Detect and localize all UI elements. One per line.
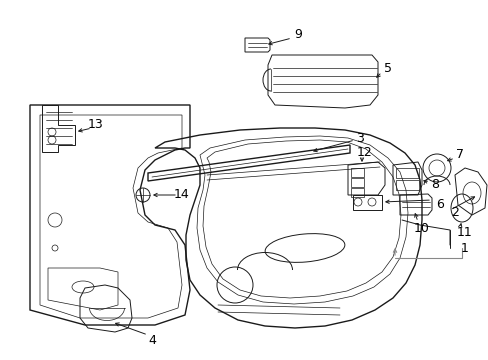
Text: 12: 12 [356, 145, 372, 158]
Text: 4: 4 [148, 333, 156, 346]
Text: 2: 2 [450, 206, 458, 219]
Text: 11: 11 [456, 225, 472, 238]
Text: 5: 5 [383, 62, 391, 75]
Text: 14: 14 [174, 188, 189, 201]
Text: 10: 10 [413, 221, 429, 234]
Text: 8: 8 [430, 177, 438, 190]
Text: 1: 1 [460, 242, 468, 255]
Text: 7: 7 [455, 148, 463, 162]
Text: 6: 6 [435, 198, 443, 211]
Text: 3: 3 [355, 131, 363, 144]
Text: 13: 13 [88, 117, 103, 130]
Text: 9: 9 [293, 27, 301, 40]
